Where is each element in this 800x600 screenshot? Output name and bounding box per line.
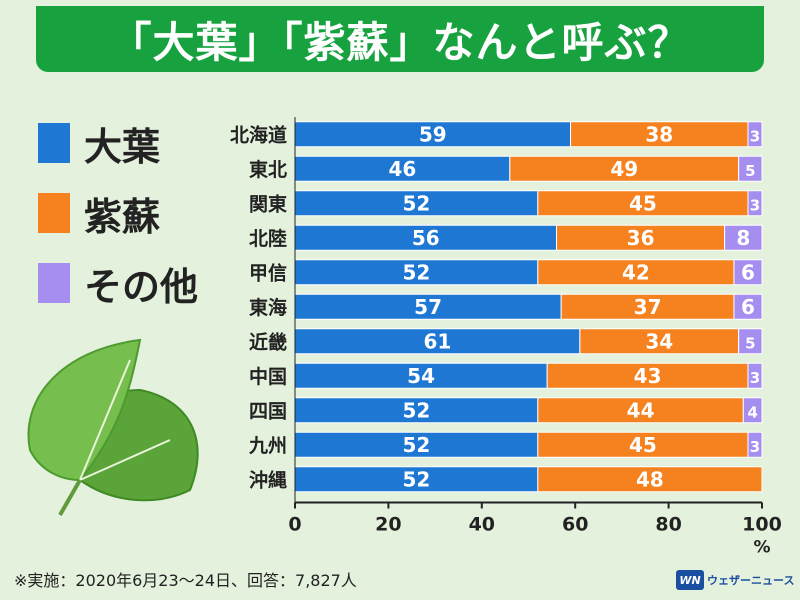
data-label: 49 bbox=[610, 157, 638, 181]
data-label: 34 bbox=[645, 329, 673, 353]
data-label: 57 bbox=[414, 295, 442, 319]
legend-item-other: その他 bbox=[38, 248, 198, 318]
category-label: 沖縄 bbox=[249, 468, 287, 491]
x-tick-label: 0 bbox=[288, 514, 301, 536]
legend-swatch-oba bbox=[38, 123, 70, 163]
data-label: 45 bbox=[629, 191, 657, 215]
category-label: 東海 bbox=[249, 296, 287, 319]
data-label: 3 bbox=[750, 127, 760, 145]
bar-segment bbox=[537, 466, 763, 493]
data-label: 5 bbox=[745, 162, 755, 180]
bar-segment bbox=[537, 397, 744, 424]
data-label: 54 bbox=[407, 364, 435, 388]
category-label: 甲信 bbox=[249, 261, 287, 284]
legend-item-oba: 大葉 bbox=[38, 108, 198, 178]
category-label: 関東 bbox=[249, 192, 287, 215]
bar-segment bbox=[747, 190, 763, 217]
data-label: 6 bbox=[741, 295, 755, 319]
bar-segment bbox=[579, 328, 740, 355]
category-label: 九州 bbox=[248, 435, 287, 457]
title-bar: 「大葉」「紫蘇」なんと呼ぶ？ bbox=[36, 6, 764, 72]
bar-segment bbox=[747, 121, 763, 148]
data-label: 56 bbox=[412, 226, 440, 250]
x-tick-label: 100 bbox=[742, 514, 782, 536]
data-label: 52 bbox=[402, 398, 430, 422]
data-label: 37 bbox=[634, 295, 662, 319]
x-tick-label: 60 bbox=[562, 514, 588, 536]
bar-segment bbox=[294, 466, 539, 493]
category-label: 北陸 bbox=[249, 227, 287, 250]
bar-segment bbox=[294, 293, 562, 320]
legend-item-shiso: 紫蘇 bbox=[38, 178, 198, 248]
data-label: 48 bbox=[636, 467, 664, 491]
category-label: 中国 bbox=[249, 365, 287, 388]
bar-segment bbox=[747, 362, 763, 389]
data-label: 6 bbox=[741, 260, 755, 284]
bar-segment bbox=[294, 190, 539, 217]
bar-segment bbox=[509, 155, 740, 182]
data-label: 45 bbox=[629, 433, 657, 457]
category-label: 北海道 bbox=[230, 123, 287, 146]
bar-segment bbox=[724, 224, 763, 251]
bar-segment bbox=[570, 121, 749, 148]
bar-segment bbox=[556, 224, 726, 251]
bar-segment bbox=[738, 328, 763, 355]
data-label: 52 bbox=[402, 467, 430, 491]
legend-swatch-other bbox=[38, 263, 70, 303]
data-label: 52 bbox=[402, 260, 430, 284]
data-label: 3 bbox=[750, 438, 760, 456]
data-label: 38 bbox=[645, 122, 673, 146]
data-label: 3 bbox=[750, 369, 760, 387]
x-tick-label: 40 bbox=[469, 514, 495, 536]
data-label: 52 bbox=[402, 191, 430, 215]
bar-segment bbox=[738, 155, 763, 182]
data-label: 44 bbox=[627, 398, 655, 422]
data-label: 61 bbox=[424, 329, 452, 353]
category-label: 近畿 bbox=[249, 330, 287, 353]
data-label: 42 bbox=[622, 260, 650, 284]
brand-mark: WN bbox=[676, 570, 704, 590]
data-label: 46 bbox=[388, 157, 416, 181]
legend-label-other: その他 bbox=[84, 264, 199, 309]
data-label: 36 bbox=[627, 226, 655, 250]
footnote: ※実施：2020年6月23〜24日、回答：7,827人 bbox=[14, 571, 357, 590]
data-label: 52 bbox=[402, 433, 430, 457]
data-label: 3 bbox=[750, 196, 760, 214]
bar-segment bbox=[537, 431, 749, 458]
data-label: 43 bbox=[634, 364, 662, 388]
bar-segment bbox=[294, 431, 539, 458]
bar-segment bbox=[294, 362, 548, 389]
data-label: 4 bbox=[747, 403, 757, 421]
chart-title: 「大葉」「紫蘇」なんと呼ぶ？ bbox=[109, 17, 691, 67]
category-label: 四国 bbox=[249, 400, 287, 422]
bar-segment bbox=[537, 259, 735, 286]
brand-logo: WN ウェザーニュース bbox=[676, 570, 794, 590]
bar-segment bbox=[742, 397, 763, 424]
data-label: 8 bbox=[736, 226, 750, 250]
bar-segment bbox=[294, 121, 572, 148]
data-label: 5 bbox=[745, 334, 755, 352]
brand-name: ウェザーニュース bbox=[707, 574, 795, 587]
shiso-leaf-illustration bbox=[27, 338, 199, 516]
legend-label-oba: 大葉 bbox=[84, 124, 161, 169]
bar-segment bbox=[546, 362, 749, 389]
data-label: 59 bbox=[419, 122, 447, 146]
legend-swatch-shiso bbox=[38, 193, 70, 233]
legend-label-shiso: 紫蘇 bbox=[84, 194, 161, 239]
bar-segment bbox=[733, 259, 763, 286]
category-label: 東北 bbox=[249, 158, 287, 181]
x-tick-label: 80 bbox=[655, 514, 681, 536]
bar-segment bbox=[560, 293, 735, 320]
legend: 大葉 紫蘇 その他 bbox=[38, 108, 198, 318]
x-tick-label: 20 bbox=[375, 514, 401, 536]
bar-segment bbox=[747, 431, 763, 458]
bar-segment bbox=[733, 293, 763, 320]
x-unit-label: % bbox=[753, 538, 770, 558]
